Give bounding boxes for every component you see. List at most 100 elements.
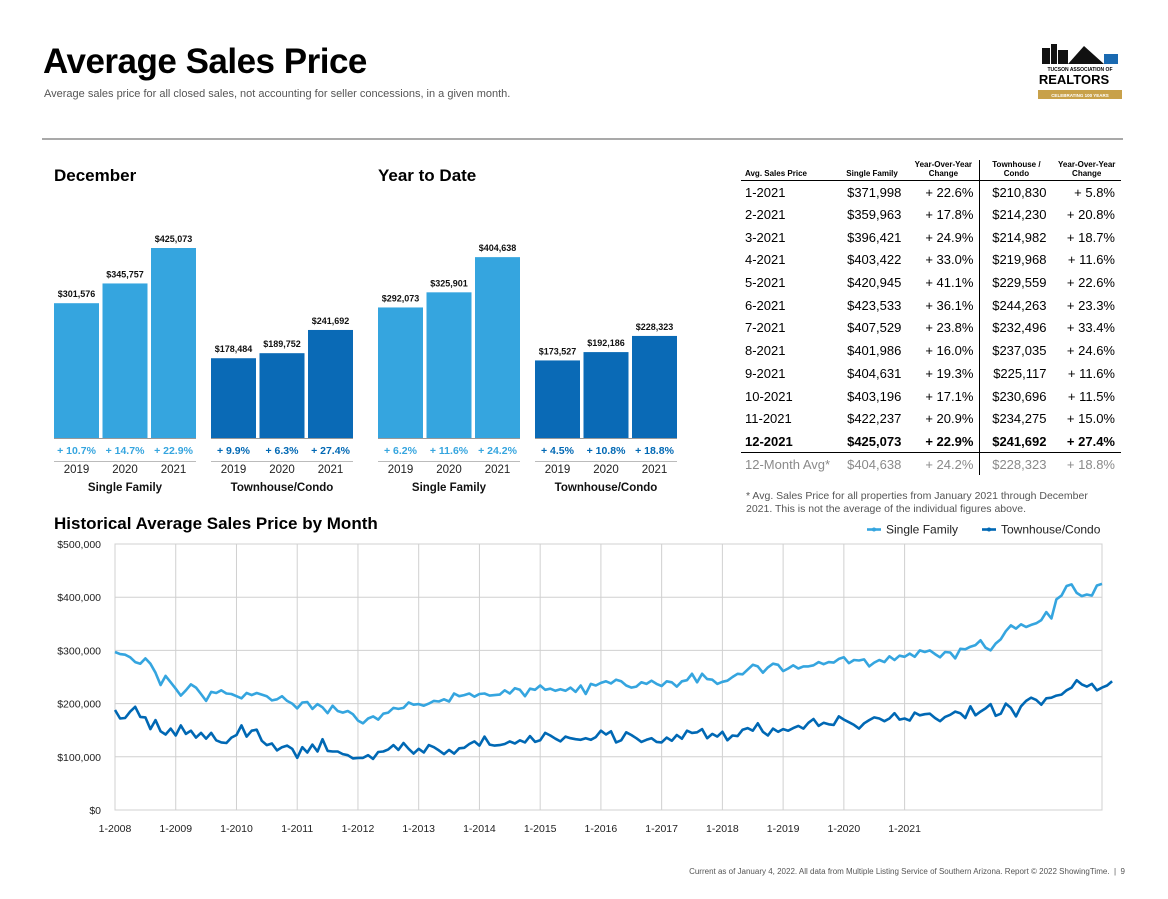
table-cell: 5-2021	[745, 275, 786, 291]
table-cell: + 18.8%	[1052, 452, 1121, 476]
table-cell: 10-2021	[745, 388, 793, 404]
table-row: 11-2021 $422,237 + 20.9% $234,275 + 15.0%	[741, 407, 1121, 431]
x-tick-label: 1-2010	[220, 823, 253, 835]
table-cell: + 22.9%	[907, 430, 981, 453]
table-cell: $232,496	[992, 320, 1047, 336]
table-header-th: Townhouse / Condo	[979, 160, 1053, 181]
bar-townhouse-2020	[583, 352, 629, 438]
table-cell: + 24.2%	[907, 452, 981, 476]
bar-change-label: + 10.8%	[587, 445, 626, 457]
bar-value-label: $425,073	[155, 234, 193, 244]
page-subtitle: Average sales price for all closed sales…	[44, 88, 511, 100]
bar-value-label: $228,323	[636, 322, 674, 332]
bar-group-label: Single Family	[412, 482, 487, 494]
table-cell: $371,998	[847, 184, 902, 200]
bar-single-family-2020	[102, 283, 148, 438]
table-cell: + 23.8%	[907, 316, 981, 340]
bar-group-label: Townhouse/Condo	[231, 482, 334, 494]
x-tick-label: 1-2014	[463, 823, 496, 835]
table-cell: $403,196	[847, 388, 902, 404]
series-line-townhouse	[113, 678, 1113, 761]
table-cell: $214,982	[992, 229, 1047, 245]
table-cell: + 15.0%	[1066, 411, 1115, 427]
bar-value-label: $325,901	[430, 278, 468, 288]
x-tick-label: 1-2017	[645, 823, 678, 835]
bar-value-label: $189,752	[263, 339, 301, 349]
bar-change-label: + 10.7%	[57, 445, 96, 457]
logo-ribbon	[1038, 90, 1122, 99]
x-tick-label: 1-2013	[402, 823, 435, 835]
ytd-title: Year to Date	[378, 166, 477, 185]
bar-change-label: + 22.9%	[154, 445, 193, 457]
table-cell: + 24.6%	[1066, 343, 1115, 359]
december-bar-chart: $301,576 + 10.7% 2019 $345,757 + 14.7% 2020 $4…	[54, 234, 353, 494]
table-cell: + 22.6%	[1066, 275, 1115, 291]
table-cell: + 41.1%	[907, 271, 981, 294]
bar-value-label: $292,073	[382, 293, 420, 303]
legend-label: Single Family	[886, 523, 958, 537]
bar-year-label: 2020	[593, 464, 619, 476]
ytd-bar-chart: $292,073 + 6.2% 2019 $325,901 + 11.6% 2020 $40…	[378, 243, 677, 494]
table-cell: 12-2021	[745, 433, 793, 449]
table-cell: + 22.6%	[907, 180, 981, 204]
table-cell: 8-2021	[745, 343, 786, 359]
footer-separator: |	[1111, 867, 1119, 876]
table-cell: $237,035	[992, 343, 1047, 359]
x-tick-label: 1-2012	[342, 823, 375, 835]
bar-single-family-2021	[475, 257, 520, 438]
table-row: 4-2021 $403,422 + 33.0% $219,968 + 11.6%	[741, 248, 1121, 272]
tucson-realtors-logo: TUCSON ASSOCIATION OF REALTORS CELEBRATI…	[1038, 44, 1122, 99]
bar-value-label: $192,186	[587, 338, 625, 348]
bar-year-label: 2021	[161, 464, 187, 476]
bar-change-label: + 9.9%	[217, 445, 251, 457]
table-cell: 12-Month Avg*	[741, 452, 837, 476]
table-cell: $396,421	[847, 229, 902, 245]
table-cell: + 33.0%	[907, 248, 981, 272]
table-row: 8-2021 $401,986 + 16.0% $237,035 + 24.6%	[741, 339, 1121, 362]
table-cell: + 20.9%	[907, 407, 981, 431]
table-row: 9-2021 $404,631 + 19.3% $225,117 + 11.6%	[741, 362, 1121, 385]
table-cell: $230,696	[992, 388, 1047, 404]
x-tick-label: 1-2011	[281, 823, 313, 835]
table-cell: + 11.6%	[1067, 365, 1115, 381]
bar-year-label: 2021	[642, 464, 668, 476]
table-header-sf-change: Year-Over-Year Change	[907, 160, 981, 181]
bar-change-label: + 24.2%	[478, 445, 517, 457]
bar-value-label: $178,484	[215, 344, 253, 354]
table-cell: + 16.0%	[907, 339, 981, 362]
bar-change-label: + 27.4%	[311, 445, 350, 457]
bar-year-label: 2020	[269, 464, 295, 476]
bar-change-label: + 14.7%	[106, 445, 145, 457]
bar-year-label: 2019	[221, 464, 247, 476]
bar-value-label: $301,576	[58, 289, 96, 299]
table-cell: 1-2021	[745, 184, 786, 200]
bar-change-label: + 4.5%	[541, 445, 575, 457]
table-row: 3-2021 $396,421 + 24.9% $214,982 + 18.7%	[741, 225, 1121, 249]
table-cell: 9-2021	[745, 365, 786, 381]
header-divider	[42, 138, 1123, 140]
x-tick-label: 1-2018	[706, 823, 739, 835]
bar-value-label: $404,638	[479, 243, 517, 253]
table-cell: $214,230	[992, 207, 1047, 223]
bar-single-family-2021	[151, 248, 196, 438]
bar-townhouse-2019	[211, 358, 256, 438]
table-cell: + 17.1%	[907, 384, 981, 408]
table-row: 10-2021 $403,196 + 17.1% $230,696 + 11.5%	[741, 384, 1121, 408]
table-cell: + 33.4%	[1066, 320, 1115, 336]
table-cell: 11-2021	[745, 411, 792, 427]
table-cell: + 5.8%	[1074, 184, 1115, 200]
table-cell: $401,986	[847, 343, 902, 359]
bar-single-family-2019	[378, 307, 423, 438]
monthly-price-table: Avg. Sales Price Single Family Year-Over…	[741, 160, 1121, 476]
bar-single-family-2019	[54, 303, 99, 438]
bar-year-label: 2019	[545, 464, 571, 476]
historical-line-chart: $0 $100,000 $200,000 $300,000 $400,000 $500,0…	[57, 523, 1113, 835]
table-cell: + 19.3%	[907, 362, 981, 385]
table-cell: $403,422	[847, 252, 902, 268]
table-cell: $219,968	[992, 252, 1047, 268]
page-number: 9	[1120, 867, 1125, 876]
table-row: 12-2021 $425,073 + 22.9% $241,692 + 27.4%	[741, 430, 1121, 453]
bar-group-label: Single Family	[88, 482, 163, 494]
page-title: Average Sales Price	[43, 42, 367, 81]
table-cell: + 18.7%	[1066, 229, 1115, 245]
